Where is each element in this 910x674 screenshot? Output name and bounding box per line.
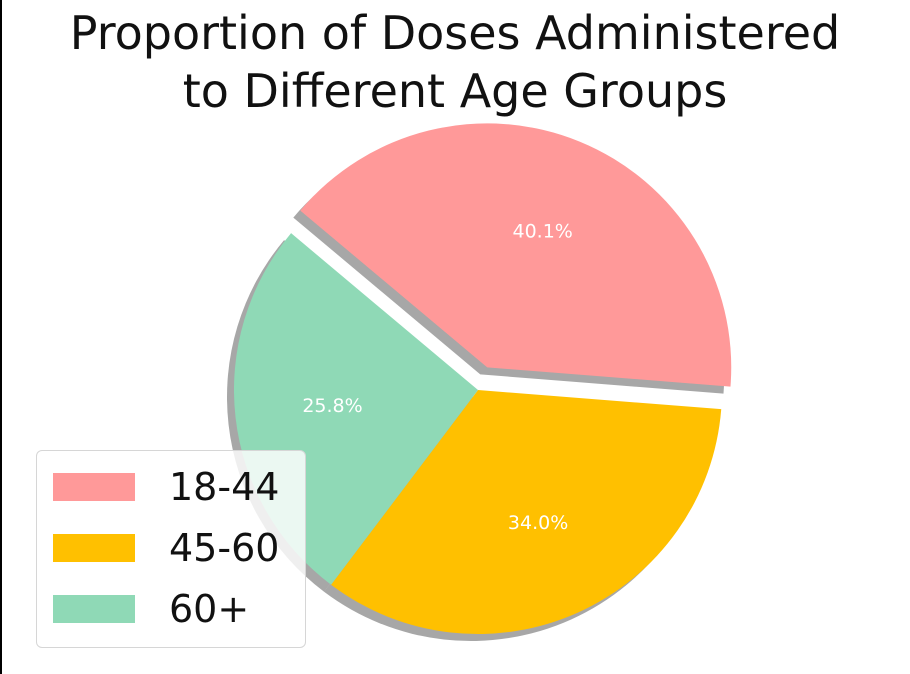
- pie-value-labels: 40.1% 34.0% 25.8%: [302, 220, 573, 534]
- value-label-18-44: 40.1%: [512, 220, 572, 242]
- legend-label-60-plus: 60+: [169, 587, 250, 631]
- legend-swatch-60-plus: [53, 595, 135, 623]
- value-label-60-plus: 25.8%: [302, 395, 362, 417]
- slice-18-44: [300, 123, 732, 387]
- chart-legend: 18-44 45-60 60+: [36, 450, 306, 648]
- chart-title-line-1: Proportion of Doses Administered: [69, 6, 841, 60]
- figure-border: [0, 0, 2, 674]
- legend-swatch-18-44: [53, 473, 135, 501]
- legend-item-18-44: 18-44: [53, 467, 279, 507]
- legend-swatch-45-60: [53, 534, 135, 562]
- pie-slices: [234, 123, 732, 634]
- legend-label-18-44: 18-44: [169, 465, 280, 509]
- chart-title-line-2: to Different Age Groups: [182, 64, 728, 118]
- legend-label-45-60: 45-60: [169, 526, 280, 570]
- value-label-45-60: 34.0%: [508, 512, 568, 534]
- slice-45-60: [331, 390, 722, 634]
- legend-item-60-plus: 60+: [53, 589, 249, 629]
- chart-title: Proportion of Doses Administered to Diff…: [0, 4, 910, 120]
- legend-item-45-60: 45-60: [53, 528, 279, 568]
